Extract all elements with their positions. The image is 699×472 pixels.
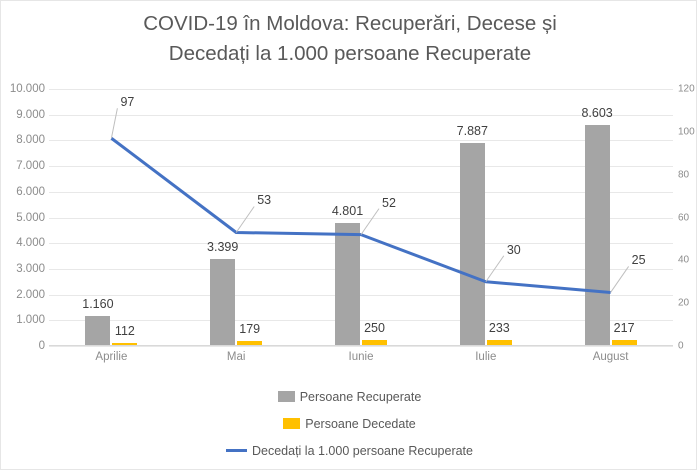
x-axis-labels: Aprilie Mai Iunie Iulie August bbox=[49, 351, 673, 371]
y-axis-left-tick: 0 bbox=[38, 340, 45, 352]
bar-label-deaths: 233 bbox=[488, 321, 510, 335]
y-axis-left-tick: 1.000 bbox=[16, 314, 45, 327]
line-data-label: 53 bbox=[257, 193, 272, 208]
y-axis-right: 0 20 40 60 80 100 120 bbox=[678, 84, 699, 352]
bar-deaths[interactable] bbox=[362, 339, 387, 346]
legend-item-label: Decedați la 1.000 persoane Recuperate bbox=[252, 443, 473, 458]
y-axis-left-tick: 8.000 bbox=[16, 134, 45, 147]
legend-item[interactable]: Persoane Decedate bbox=[1, 410, 698, 437]
legend-swatch-icon bbox=[277, 391, 295, 402]
gridline bbox=[49, 243, 673, 245]
y-axis-left: 0 1.000 2.000 3.000 4.000 5.000 6.000 7.000 8.00… bbox=[1, 83, 45, 352]
y-axis-left-tick: 4.000 bbox=[16, 237, 45, 250]
y-axis-right-tick: 20 bbox=[678, 297, 690, 309]
bar-label-recovered: 4.801 bbox=[331, 203, 364, 218]
y-axis-left-tick: 3.000 bbox=[16, 262, 45, 275]
y-axis-right-tick: 0 bbox=[678, 340, 684, 352]
bar-label-deaths: 217 bbox=[613, 321, 635, 336]
legend-line-marker-icon bbox=[226, 449, 247, 452]
chart-legend: Persoane Recuperate Persoane Decedate Dece… bbox=[1, 383, 698, 464]
line-series-deaths-per-1000[interactable] bbox=[110, 137, 611, 294]
bar-deaths[interactable] bbox=[611, 340, 637, 346]
y-axis-left-tick: 6.000 bbox=[16, 185, 45, 198]
y-axis-left-tick: 9.000 bbox=[16, 108, 45, 121]
x-axis-tick-label: Iunie bbox=[348, 351, 374, 363]
x-axis-tick-label: Mai bbox=[226, 351, 246, 363]
gridline bbox=[49, 320, 673, 322]
bar-label-deaths: 250 bbox=[364, 320, 385, 335]
label-leader-line bbox=[360, 208, 380, 235]
line-series-layer bbox=[110, 108, 630, 294]
chart-title: COVID-19 în Moldova: Recuperări, Decese … bbox=[61, 9, 639, 69]
line-data-label: 30 bbox=[506, 242, 521, 257]
line-data-label: 25 bbox=[631, 253, 646, 268]
bar-label-recovered: 3.399 bbox=[207, 239, 239, 254]
gridline bbox=[49, 217, 673, 219]
gridline bbox=[49, 166, 673, 168]
y-axis-left-tick: 2.000 bbox=[16, 288, 45, 301]
label-leader-line bbox=[235, 206, 255, 233]
bar-deaths[interactable] bbox=[112, 343, 138, 346]
legend-item-label: Persoane Recuperate bbox=[299, 389, 422, 404]
gridline bbox=[49, 191, 673, 193]
bar-recovered[interactable] bbox=[335, 222, 360, 346]
gridline bbox=[49, 114, 673, 116]
gridline bbox=[49, 346, 673, 347]
x-axis-tick-label: Iulie bbox=[475, 351, 497, 363]
bar-recovered[interactable] bbox=[459, 143, 485, 346]
bar-label-recovered: 8.603 bbox=[581, 105, 613, 120]
chart-title-line-1: COVID-19 în Moldova: Recuperări, Decese … bbox=[143, 12, 557, 35]
bar-recovered[interactable] bbox=[584, 124, 610, 346]
line-data-label: 52 bbox=[382, 195, 396, 210]
bar-recovered[interactable] bbox=[210, 258, 236, 346]
bar-label-recovered: 7.887 bbox=[456, 124, 488, 139]
legend-item[interactable]: Decedați la 1.000 persoane Recuperate bbox=[1, 437, 698, 464]
y-axis-right-tick: 60 bbox=[678, 212, 690, 223]
y-axis-right-tick: 80 bbox=[678, 169, 690, 181]
legend-item-label: Persoane Decedate bbox=[305, 416, 416, 431]
bar-deaths[interactable] bbox=[237, 341, 263, 346]
label-leader-line bbox=[110, 108, 118, 139]
bar-label-recovered: 1.160 bbox=[82, 297, 114, 312]
bar-label-deaths: 112 bbox=[114, 324, 135, 338]
y-axis-left-tick: 10.000 bbox=[9, 83, 45, 95]
y-axis-left-tick: 7.000 bbox=[16, 160, 45, 173]
label-leader-line bbox=[610, 266, 630, 293]
x-axis-tick-label: August bbox=[592, 351, 629, 363]
legend-swatch-icon bbox=[283, 418, 301, 429]
chart-title-line-2: Decedați la 1.000 persoane Recuperate bbox=[168, 42, 532, 65]
x-axis-line bbox=[49, 345, 673, 346]
x-axis-tick-label: Aprilie bbox=[95, 351, 128, 363]
y-axis-right-tick: 120 bbox=[678, 83, 695, 95]
gridline bbox=[49, 140, 673, 142]
gridline bbox=[49, 294, 673, 296]
plot-area: 1.160 112 3.399 179 4.801 250 7.887 233 8.603 217… bbox=[49, 89, 673, 347]
y-axis-right-tick: 40 bbox=[678, 254, 690, 266]
bar-label-deaths: 179 bbox=[239, 322, 261, 337]
bar-recovered[interactable] bbox=[85, 316, 111, 346]
y-axis-left-tick: 5.000 bbox=[16, 211, 45, 224]
bar-deaths[interactable] bbox=[486, 340, 512, 346]
gridline bbox=[49, 89, 673, 90]
gridline bbox=[49, 268, 673, 270]
legend-item[interactable]: Persoane Recuperate bbox=[1, 383, 698, 410]
line-data-label: 97 bbox=[120, 95, 135, 110]
y-axis-right-tick: 100 bbox=[678, 126, 695, 138]
label-leader-line bbox=[485, 255, 505, 283]
